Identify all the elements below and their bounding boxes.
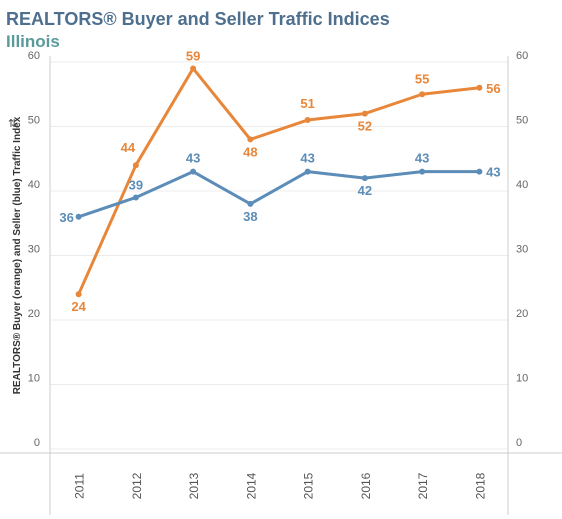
data-point-1: [419, 168, 426, 175]
data-label: 44: [121, 140, 136, 155]
y-tick-label-left: 10: [28, 373, 40, 385]
data-point-1: [476, 168, 483, 175]
data-point-1: [190, 168, 197, 175]
data-label: 39: [129, 177, 143, 192]
data-label: 43: [486, 165, 500, 180]
data-label: 36: [59, 210, 73, 225]
data-point-0: [361, 110, 368, 117]
data-point-0: [190, 65, 197, 72]
x-tick-label: 2017: [416, 472, 430, 499]
series-line-0: [77, 66, 480, 295]
data-point-0: [75, 291, 82, 298]
data-label: 42: [358, 183, 372, 198]
x-tick-label: 2013: [187, 472, 201, 499]
data-point-0: [476, 84, 483, 91]
y-tick-label-right: 20: [516, 308, 528, 320]
data-point-1: [247, 200, 254, 207]
x-tick-label: 2016: [359, 472, 373, 499]
y-tick-label-left: 40: [28, 179, 40, 191]
y-tick-label-left: 20: [28, 308, 40, 320]
series-line-1: [78, 170, 480, 219]
data-label: 52: [358, 119, 372, 134]
x-tick-label: 2012: [130, 472, 144, 499]
sort-icon[interactable]: ⇅: [8, 118, 18, 130]
data-label: 38: [243, 209, 257, 224]
y-tick-label-right: 10: [516, 373, 528, 385]
y-tick-label-left: 0: [34, 437, 40, 449]
data-point-1: [304, 168, 311, 175]
x-tick-label: 2011: [73, 473, 87, 499]
data-point-0: [247, 136, 254, 143]
data-label: 24: [71, 299, 86, 314]
data-label: 43: [186, 151, 200, 166]
x-tick-label: 2014: [244, 472, 258, 499]
data-label: 55: [415, 71, 429, 86]
y-tick-label-right: 0: [516, 437, 522, 449]
x-tick-label: 2018: [473, 472, 487, 499]
data-point-0: [132, 162, 139, 169]
y-tick-label-left: 60: [28, 50, 40, 62]
data-label: 43: [415, 151, 429, 166]
y-tick-label-left: 30: [28, 244, 40, 256]
data-point-0: [419, 91, 426, 98]
y-tick-label-right: 40: [516, 179, 528, 191]
data-point-0: [304, 117, 311, 124]
data-label: 59: [186, 48, 200, 63]
y-tick-label-right: 60: [516, 50, 528, 62]
x-tick-label: 2015: [302, 472, 316, 499]
y-tick-label-right: 50: [516, 115, 528, 127]
y-tick-label-left: 50: [28, 115, 40, 127]
y-axis-label: REALTORS® Buyer (orange) and Seller (blu…: [12, 116, 23, 394]
data-point-1: [75, 213, 82, 220]
data-label: 43: [300, 151, 314, 166]
data-point-1: [132, 194, 139, 201]
data-point-1: [361, 175, 368, 182]
chart-title: REALTORS® Buyer and Seller Traffic Indic…: [6, 9, 390, 29]
chart-subtitle: Illinois: [6, 32, 60, 51]
data-label: 56: [486, 81, 500, 96]
y-tick-label-right: 30: [516, 244, 528, 256]
data-label: 48: [243, 144, 257, 159]
data-label: 51: [300, 96, 314, 111]
